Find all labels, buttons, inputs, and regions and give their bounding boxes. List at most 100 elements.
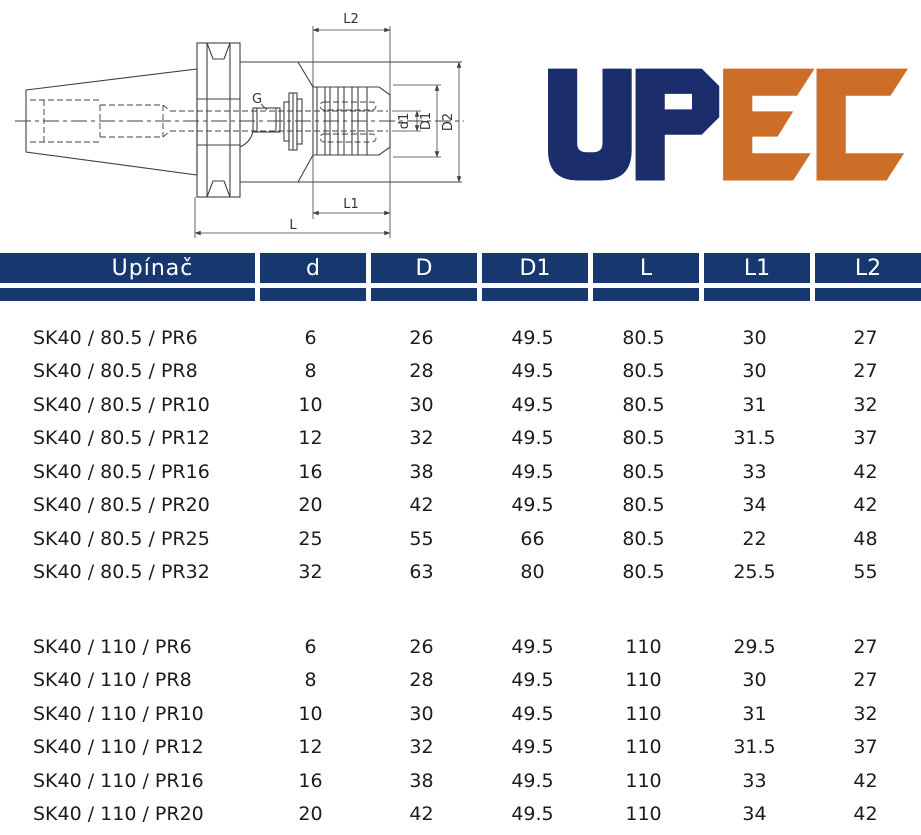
value-cell: 80 [520,561,545,584]
value-cell: 49.5 [511,702,554,725]
value-cell: 55 [853,561,878,584]
value-cell: 30 [742,669,767,692]
value-cell: 42 [853,460,878,483]
value-cell: 30 [409,702,434,725]
value-cell: 25 [298,527,323,550]
value-cell: 30 [742,360,767,383]
value-cell: 34 [742,494,767,517]
value-cell: 8 [304,360,317,383]
table-row: SK40 / 110 / PR20 20 42 49.5 110 34 42 [0,798,921,832]
value-cell: 33 [742,769,767,792]
column-header-D1: D1 [477,253,588,301]
value-cell: 10 [298,702,323,725]
value-cell: 25.5 [733,561,776,584]
group-gap-row [0,589,921,630]
value-cell: 48 [853,527,878,550]
value-cell: 110 [625,669,662,692]
value-cell: 110 [625,635,662,658]
value-cell: 6 [304,326,317,349]
value-cell: 20 [298,494,323,517]
table-header-row: Upínač d D D1 L L1 L2 [0,253,921,301]
value-cell: 30 [409,393,434,416]
column-header-d: d [255,253,366,301]
value-cell: 27 [853,360,878,383]
value-cell: 32 [853,702,878,725]
value-cell: 80.5 [622,326,665,349]
dimension-lines [194,26,462,238]
value-cell: 49.5 [511,427,554,450]
part-number-cell: SK40 / 80.5 / PR6 [33,326,198,349]
part-number-cell: SK40 / 110 / PR10 [33,702,204,725]
table-row: SK40 / 110 / PR12 12 32 49.5 110 31.5 37 [0,731,921,765]
part-number-cell: SK40 / 80.5 / PR10 [33,393,210,416]
value-cell: 10 [298,393,323,416]
table-row: SK40 / 110 / PR16 16 38 49.5 110 33 42 [0,764,921,798]
column-header-L: L [588,253,699,301]
logo-orange-letters [723,68,908,181]
table-row: SK40 / 80.5 / PR16 16 38 49.5 80.5 33 42 [0,455,921,489]
value-cell: 49.5 [511,769,554,792]
table-row: SK40 / 80.5 / PR12 12 32 49.5 80.5 31.5 37 [0,422,921,456]
value-cell: 38 [409,769,434,792]
value-cell: 31.5 [733,427,776,450]
value-cell: 16 [298,460,323,483]
value-cell: 8 [304,669,317,692]
value-cell: 80.5 [622,393,665,416]
dim-label-l2: L2 [343,12,359,27]
dim-label-g: G [252,92,262,107]
value-cell: 110 [625,736,662,759]
value-cell: 34 [742,803,767,826]
value-cell: 22 [742,527,767,550]
value-cell: 49.5 [511,736,554,759]
value-cell: 28 [409,669,434,692]
value-cell: 42 [409,803,434,826]
technical-drawing: L2 G L1 L d1 D1 D2 [15,12,464,238]
column-header-L1: L1 [699,253,810,301]
logo-blue-letters [548,68,720,181]
part-number-cell: SK40 / 110 / PR8 [33,669,192,692]
value-cell: 63 [409,561,434,584]
value-cell: 80.5 [622,494,665,517]
value-cell: 12 [298,427,323,450]
value-cell: 28 [409,360,434,383]
value-cell: 110 [625,803,662,826]
value-cell: 80.5 [622,527,665,550]
table-row: SK40 / 110 / PR6 6 26 49.5 110 29.5 27 [0,630,921,664]
dim-label-big-d1: D1 [419,112,434,130]
table-row: SK40 / 110 / PR10 10 30 49.5 110 31 32 [0,697,921,731]
value-cell: 27 [853,635,878,658]
value-cell: 27 [853,326,878,349]
value-cell: 26 [409,326,434,349]
value-cell: 32 [409,736,434,759]
column-header-L2: L2 [810,253,921,301]
value-cell: 49.5 [511,460,554,483]
dim-label-l: L [289,218,297,233]
hidden-lines [30,99,388,143]
table-body: SK40 / 80.5 / PR6 6 26 49.5 80.5 30 27 SK40 / 8… [0,301,921,831]
dimension-labels: L2 G L1 L d1 D1 D2 [252,12,456,233]
value-cell: 31 [742,702,767,725]
table-row: SK40 / 80.5 / PR10 10 30 49.5 80.5 31 32 [0,388,921,422]
value-cell: 49.5 [511,360,554,383]
value-cell: 80.5 [622,561,665,584]
value-cell: 55 [409,527,434,550]
value-cell: 49.5 [511,494,554,517]
value-cell: 32 [409,427,434,450]
part-number-cell: SK40 / 80.5 / PR8 [33,360,198,383]
value-cell: 49.5 [511,803,554,826]
value-cell: 27 [853,669,878,692]
dim-label-l1: L1 [343,197,359,212]
value-cell: 49.5 [511,635,554,658]
value-cell: 16 [298,769,323,792]
value-cell: 80.5 [622,427,665,450]
value-cell: 32 [853,393,878,416]
column-header-D: D [366,253,477,301]
value-cell: 33 [742,460,767,483]
value-cell: 31 [742,393,767,416]
part-number-cell: SK40 / 110 / PR12 [33,736,204,759]
value-cell: 49.5 [511,669,554,692]
value-cell: 37 [853,736,878,759]
spec-table: Upínač d D D1 L L1 L2 SK40 / 80.5 / PR6 6… [0,253,921,831]
table-row: SK40 / 80.5 / PR6 6 26 49.5 80.5 30 27 [0,321,921,355]
table-row: SK40 / 80.5 / PR8 8 28 49.5 80.5 30 27 [0,355,921,389]
